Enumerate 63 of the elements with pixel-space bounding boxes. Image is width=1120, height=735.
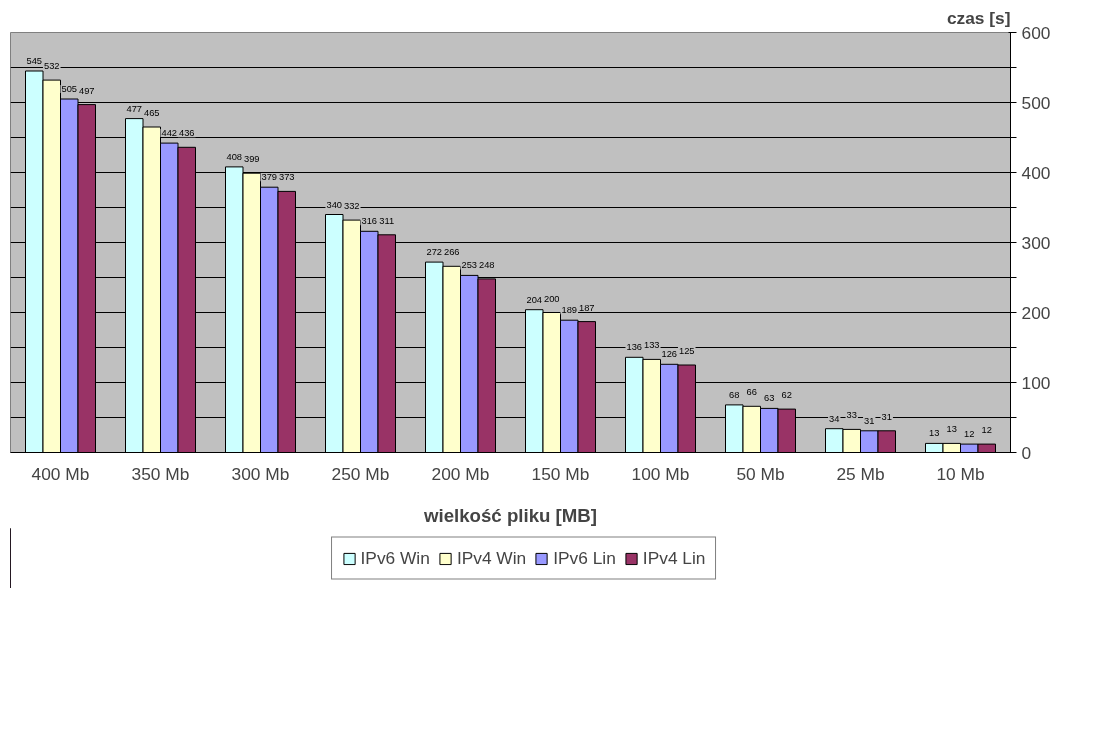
legend-label: IPv6 Win bbox=[360, 547, 430, 569]
data-label: 465 bbox=[143, 108, 160, 118]
data-label: 13 bbox=[946, 424, 957, 435]
x-tick-label: 200 Mb bbox=[431, 463, 490, 484]
y-tick-label: 500 bbox=[1021, 92, 1051, 113]
y-tick-label: 100 bbox=[1021, 372, 1051, 393]
y-axis-title: czas [s] bbox=[946, 7, 1011, 28]
legend-label: IPv4 Win bbox=[456, 547, 527, 569]
data-label: 340 bbox=[326, 199, 343, 210]
x-tick-label: 300 Mb bbox=[231, 463, 290, 484]
data-label: 31 bbox=[881, 411, 892, 422]
data-label: 31 bbox=[864, 415, 875, 426]
y-tick-label: 400 bbox=[1021, 162, 1051, 183]
data-label: 505 bbox=[61, 84, 78, 94]
data-label: 12 bbox=[964, 429, 975, 440]
y-tick-label: 0 bbox=[1021, 442, 1032, 463]
data-label: 12 bbox=[981, 425, 992, 436]
y-tick-label: 300 bbox=[1021, 232, 1051, 253]
x-tick-label: 400 Mb bbox=[31, 463, 90, 484]
data-label: 545 bbox=[26, 56, 43, 66]
data-label: 126 bbox=[661, 349, 678, 360]
data-label: 379 bbox=[261, 172, 278, 183]
x-tick-label: 150 Mb bbox=[531, 463, 590, 484]
y-tick-label: 200 bbox=[1021, 302, 1051, 323]
x-tick-label: 100 Mb bbox=[631, 463, 690, 484]
data-label: 33 bbox=[846, 410, 857, 421]
legend-label: IPv4 Lin bbox=[642, 547, 706, 569]
y-tick-label: 600 bbox=[1021, 22, 1051, 43]
data-label: 272 bbox=[426, 247, 443, 258]
data-label: 189 bbox=[561, 305, 578, 316]
data-label: 477 bbox=[126, 103, 143, 114]
data-label: 248 bbox=[478, 259, 495, 270]
x-tick-label: 350 Mb bbox=[131, 463, 190, 484]
data-label: 125 bbox=[678, 346, 695, 356]
data-label: 266 bbox=[443, 247, 460, 258]
data-label: 373 bbox=[278, 172, 295, 183]
x-tick-label: 10 Mb bbox=[936, 463, 985, 484]
data-label: 311 bbox=[379, 215, 395, 226]
data-label: 62 bbox=[781, 390, 792, 401]
data-label: 204 bbox=[526, 294, 543, 305]
data-label: 408 bbox=[226, 151, 243, 162]
x-axis-title: wielkość pliku [MB] bbox=[422, 504, 598, 526]
data-label: 316 bbox=[361, 216, 378, 227]
data-label: 436 bbox=[178, 128, 195, 139]
x-tick-label: 50 Mb bbox=[736, 463, 785, 484]
data-label: 497 bbox=[78, 85, 95, 96]
data-label: 399 bbox=[243, 154, 260, 165]
data-label: 13 bbox=[929, 428, 940, 439]
data-label: 442 bbox=[161, 128, 178, 139]
data-label: 332 bbox=[343, 201, 360, 212]
data-label: 136 bbox=[626, 342, 643, 353]
legend-label: IPv6 Lin bbox=[553, 547, 616, 569]
data-label: 63 bbox=[764, 393, 775, 404]
x-tick-label: 25 Mb bbox=[836, 463, 885, 484]
data-label: 68 bbox=[729, 389, 740, 400]
data-label: 66 bbox=[746, 387, 757, 398]
data-label: 187 bbox=[578, 302, 595, 313]
data-label: 34 bbox=[829, 413, 840, 424]
data-label: 253 bbox=[461, 260, 478, 271]
data-label: 200 bbox=[543, 293, 560, 304]
data-label: 133 bbox=[643, 340, 660, 351]
data-label: 532 bbox=[43, 61, 60, 72]
x-tick-label: 250 Mb bbox=[331, 463, 390, 484]
